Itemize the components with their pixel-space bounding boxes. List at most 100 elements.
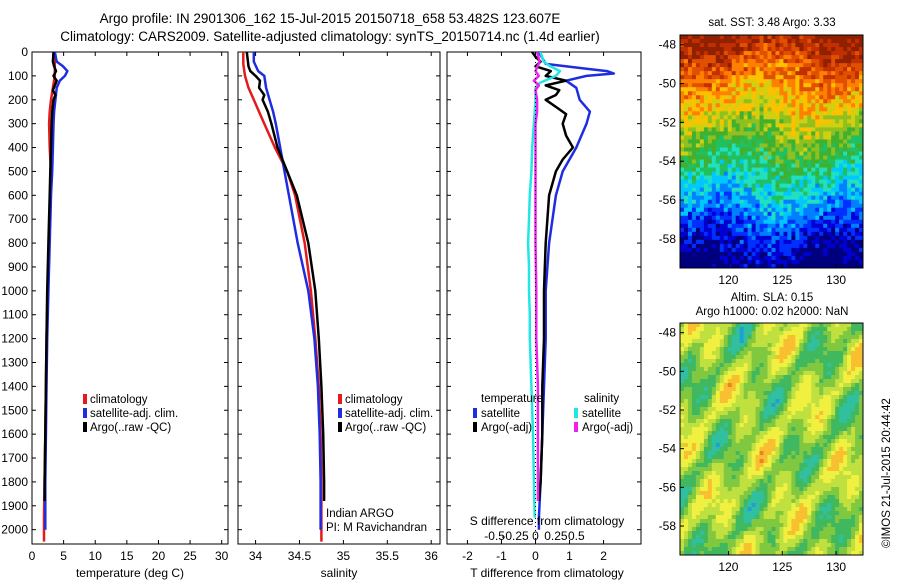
map-cell [695,455,701,460]
depth-tick-label: 1800 [1,475,28,489]
map-cell [807,83,812,88]
map-cell [703,259,709,265]
map-cell [855,463,860,468]
map-cell [823,115,828,120]
map-cell [680,383,685,388]
map-cell [847,235,852,241]
map-cell [823,111,828,116]
map-cell [843,187,848,193]
map-cell [703,159,709,165]
map-cell [735,415,741,420]
map-cell [699,435,705,440]
map-cell [775,435,780,440]
map-cell [819,323,824,328]
map-cell [699,87,705,92]
map-cell [843,395,848,400]
map-cell [687,387,693,392]
map-cell [803,55,808,60]
map-cell [727,175,733,181]
map-cell [735,375,741,380]
map-cell [811,223,816,229]
map-cell [859,43,864,48]
map-cell [787,475,792,480]
map-cell [855,155,860,161]
map-cell [835,423,840,428]
depth-tick-label: 1000 [1,284,28,298]
map-cell [703,467,709,472]
map-cell [823,159,828,165]
map-cell [847,247,852,253]
map-cell [787,427,792,432]
map-cell [799,259,804,265]
x-tick-label: 35 [337,549,351,563]
map-cell [743,495,749,500]
map-cell [743,467,749,472]
map-cell [851,47,856,52]
map-cell [747,475,753,480]
map-cell [751,215,757,221]
map-cell [787,355,792,360]
map-cell [727,427,733,432]
map-cell [703,243,709,249]
map-cell [747,427,753,432]
map-cell [815,87,820,92]
map-cell [739,187,745,193]
map-cell [723,407,729,412]
map-cell [843,255,848,261]
map-cell [815,467,820,472]
map-cell [831,127,836,132]
map-cell [735,243,741,249]
map-cell [787,447,792,452]
map-cell [751,75,757,80]
map-cell [691,167,697,173]
map-cell [735,371,741,376]
map-cell [819,331,824,336]
map-cell [771,91,776,96]
map-cell [703,223,709,229]
map-cell [831,363,836,368]
map-cell [811,363,816,368]
map-cell [711,367,717,372]
map-cell [695,63,701,68]
map-cell [835,91,840,96]
map-cell [783,483,788,488]
map-cell [695,75,701,80]
map-cell [807,119,812,124]
map-cell [763,207,769,213]
map-cell [807,323,812,328]
map-cell [783,487,788,492]
map-cell [755,455,761,460]
map-cell [719,75,725,80]
map-cell [680,35,685,40]
map-cell [691,467,697,472]
map-cell [680,459,685,464]
map-cell [743,403,749,408]
map-cell [779,419,784,424]
map-cell [695,151,701,157]
map-cell [751,171,757,177]
map-cell [795,415,800,420]
map-cell [779,379,784,384]
map-cell [799,411,804,416]
map-cell [703,115,709,120]
map-cell [751,123,757,128]
map-cell [707,171,713,177]
map-cell [683,351,689,356]
map-cell [819,247,824,253]
map-cell [823,339,828,344]
s-tick-label: -0.25 [501,529,529,543]
map-cell [707,387,713,392]
map-cell [783,179,788,185]
map-cell [839,475,844,480]
map-cell [859,167,864,173]
map-cell [831,111,836,116]
map-cell [723,435,729,440]
map-cell [771,439,776,444]
map-cell [783,103,788,108]
map-cell [719,163,725,169]
map-cell [835,259,840,265]
map-cell [791,451,796,456]
map-cell [739,91,745,96]
map-cell [843,419,848,424]
map-cell [799,139,804,144]
